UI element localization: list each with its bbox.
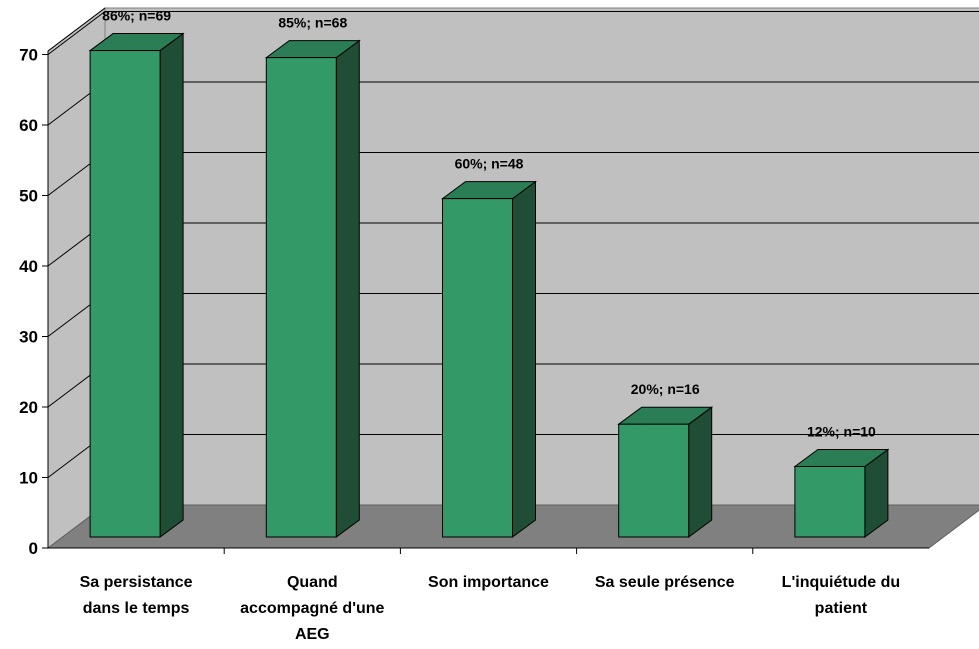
y-tick-label: 50 (19, 187, 38, 206)
data-label: 86%; n=69 (102, 8, 171, 24)
y-tick-label: 0 (29, 539, 38, 558)
x-tick-label-line: Sa persistance (80, 574, 193, 591)
axes (42, 51, 929, 554)
x-tick-label: L'inquiétude du patient (782, 574, 900, 617)
bar-side (335, 39, 360, 538)
y-tick-label: 70 (19, 46, 38, 65)
labels: 0 10 20 30 40 50 60 70 86%; n=69 Sa persistance da… (19, 8, 900, 643)
x-tick-label-line: Sa seule présence (595, 574, 735, 591)
bar (617, 406, 714, 538)
bar (88, 32, 185, 538)
bar (440, 180, 538, 538)
data-label: 20%; n=16 (631, 381, 700, 397)
gridline-side (47, 11, 106, 55)
x-tick-label-line: dans le temps (83, 600, 190, 617)
bars (88, 32, 890, 538)
x-tick-label-line: Son importance (428, 574, 549, 591)
bar-front (265, 57, 337, 538)
x-tick-label: Sa seule présence (595, 574, 735, 591)
data-label: 12%; n=10 (807, 424, 876, 440)
data-label: 85%; n=68 (278, 15, 347, 31)
bar-side (159, 32, 184, 538)
bar (793, 448, 890, 538)
y-tick-label: 30 (19, 328, 38, 347)
y-tick-label: 20 (19, 398, 38, 417)
bar-side (688, 406, 713, 538)
x-tick-label: Son importance (428, 574, 549, 591)
x-tick-label-line: L'inquiétude du (782, 574, 900, 591)
x-tick-label-line: Quand (287, 574, 338, 591)
gridlines (47, 7, 979, 478)
bar-front (794, 466, 866, 538)
x-tick-label: Quand accompagné d'une AEG (240, 574, 384, 643)
x-tick-label: Sa persistance dans le temps (80, 574, 193, 617)
bar-front (89, 50, 161, 538)
bar (264, 39, 361, 538)
bar-front (442, 198, 513, 538)
x-tick-label-line: patient (815, 600, 868, 617)
y-tick-label: 60 (19, 116, 38, 135)
y-tick-label: 10 (19, 469, 38, 488)
data-label: 60%; n=48 (455, 156, 524, 172)
gridline-side-top (47, 7, 106, 52)
bar-front (618, 423, 690, 538)
y-tick-label: 40 (19, 257, 38, 276)
x-tick-label-line: accompagné d'une (240, 600, 384, 617)
bar-side (512, 180, 536, 538)
x-tick-label-line: AEG (295, 626, 330, 643)
